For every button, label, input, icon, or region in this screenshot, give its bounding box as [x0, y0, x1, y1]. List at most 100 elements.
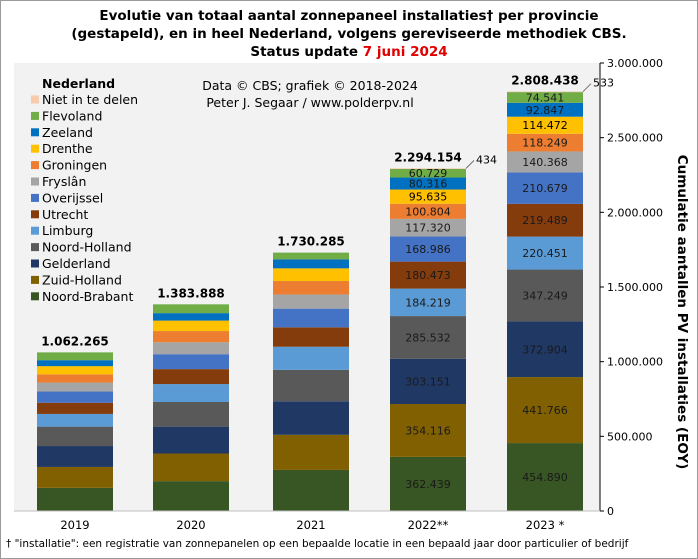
bar-segment-gelderland-4	[507, 321, 583, 378]
bar-segment-zuid-holland-1	[153, 453, 229, 482]
y-tick-label-4: 2.000.000	[607, 206, 663, 219]
leader-line-niet-in-te-delen-4	[582, 83, 592, 92]
legend-label-flevoland: Flevoland	[42, 108, 102, 123]
legend-swatch-zeeland	[31, 128, 39, 137]
bar-segment-zeeland-4	[507, 102, 583, 117]
bar-segment-niet-in-te-delen-3	[390, 168, 466, 170]
x-tick-label-0: 2019	[60, 518, 89, 532]
bar-segment-overijssel-3	[390, 236, 466, 262]
bar-segment-limburg-2	[273, 346, 349, 370]
credit-line-2: Peter J. Segaar / www.polderpv.nl	[206, 95, 413, 110]
legend-swatch-noord-holland	[31, 243, 39, 252]
bar-segment-niet-in-te-delen-4	[507, 91, 583, 93]
y-axis-title: Cumulatie aantallen PV installaties (EOY…	[674, 155, 690, 470]
y-tick-label-0: 0	[607, 505, 614, 518]
bar-segment-flevoland-1	[153, 304, 229, 314]
bar-segment-flevoland-3	[390, 168, 466, 178]
segment-label-frysl-n-3: 117.320	[405, 222, 451, 235]
bar-segment-utrecht-2	[273, 327, 349, 347]
bar-segment-noord-brabant-3	[390, 456, 466, 511]
bar-segment-zeeland-0	[37, 360, 113, 367]
bar-segment-noord-holland-3	[390, 316, 466, 359]
legend-swatch-frysl-n	[31, 177, 39, 186]
segment-label-groningen-3: 100.804	[405, 205, 451, 218]
bar-segment-drenthe-4	[507, 116, 583, 134]
segment-label-groningen-4: 118.249	[522, 137, 568, 150]
bar-segment-drenthe-1	[153, 320, 229, 332]
segment-label-gelderland-3: 303.151	[405, 375, 451, 388]
total-label-2: 1.730.285	[277, 235, 345, 249]
segment-label-drenthe-3: 95.635	[409, 191, 448, 204]
bar-segment-noord-brabant-0	[37, 487, 113, 511]
bar-segment-gelderland-3	[390, 358, 466, 404]
bar-segment-noord-holland-1	[153, 401, 229, 427]
bar-segment-overijssel-2	[273, 308, 349, 328]
segment-label-niet-in-te-delen-3: 434	[476, 153, 497, 166]
y-tick-label-3: 1.500.000	[607, 281, 663, 294]
segment-label-limburg-4: 220.451	[522, 247, 568, 260]
leader-line-niet-in-te-delen-3	[465, 160, 475, 169]
y-tick-label-1: 500.000	[607, 430, 653, 443]
y-axis: 0 500.000 1.000.000 1.500.000 2.000.000 2.500…	[599, 57, 663, 518]
total-label-4: 2.808.438	[511, 74, 579, 88]
x-tick-label-2: 2021	[296, 518, 325, 532]
legend-label-noord-brabant: Noord-Brabant	[42, 289, 133, 304]
legend-title: Nederland	[42, 76, 115, 91]
bar-segment-noord-brabant-1	[153, 481, 229, 511]
bar-segment-noord-holland-4	[507, 269, 583, 322]
segment-label-flevoland-4: 74.541	[526, 91, 565, 104]
bar-segment-zeeland-1	[153, 313, 229, 321]
legend-swatch-groningen	[31, 161, 39, 170]
data-labels-layer: 1.062.265 1.383.888 1.730.285 362.439 354.11…	[41, 74, 614, 491]
segment-label-flevoland-3: 60.729	[409, 167, 448, 180]
legend-label-overijssel: Overijssel	[42, 190, 103, 205]
segment-label-zuid-holland-4: 441.766	[522, 404, 568, 417]
legend-swatch-noord-brabant	[31, 292, 39, 301]
legend-label-utrecht: Utrecht	[42, 207, 88, 222]
segment-label-overijssel-4: 210.679	[522, 182, 568, 195]
x-tick-label-4: 2023 *	[526, 518, 565, 532]
chart-title-line-1: Evolutie van totaal aantal zonnepaneel i…	[99, 8, 599, 24]
bar-segment-frysl-n-3	[390, 218, 466, 237]
legend-label-gelderland: Gelderland	[42, 256, 111, 271]
bar-segment-limburg-3	[390, 288, 466, 317]
total-label-1: 1.383.888	[157, 286, 225, 300]
segment-label-frysl-n-4: 140.368	[522, 156, 568, 169]
legend-label-frysl-n: Fryslân	[42, 174, 86, 189]
bar-segment-frysl-n-0	[37, 382, 113, 392]
footnote: † "installatie": een registratie van zon…	[6, 538, 629, 550]
legend-swatch-overijssel	[31, 193, 39, 202]
bar-segment-zuid-holland-2	[273, 434, 349, 470]
title-status-date: 7 juni 2024	[362, 44, 448, 60]
legend-swatch-flevoland	[31, 111, 39, 120]
bar-segment-limburg-1	[153, 384, 229, 402]
bar-segment-gelderland-0	[37, 446, 113, 467]
y-tick-label-2: 1.000.000	[607, 356, 663, 369]
legend-label-zeeland: Zeeland	[42, 125, 93, 140]
segment-label-noord-holland-4: 347.249	[522, 289, 568, 302]
bar-segment-zeeland-2	[273, 259, 349, 269]
segment-label-overijssel-3: 168.986	[405, 243, 451, 256]
total-label-0: 1.062.265	[41, 334, 109, 348]
legend-label-drenthe: Drenthe	[42, 141, 93, 156]
bar-segment-groningen-4	[507, 133, 583, 152]
segment-label-zeeland-3: 80.316	[409, 178, 448, 191]
segment-label-utrecht-3: 180.473	[405, 269, 451, 282]
bar-segment-gelderland-1	[153, 426, 229, 454]
segment-label-gelderland-4: 372.904	[522, 343, 568, 356]
segment-label-limburg-3: 184.219	[405, 296, 451, 309]
segment-label-noord-brabant-4: 454.890	[522, 471, 568, 484]
legend-label-limburg: Limburg	[42, 223, 93, 238]
bar-segment-noord-holland-0	[37, 426, 113, 447]
bar-segment-zuid-holland-3	[390, 403, 466, 457]
bar-segment-groningen-2	[273, 281, 349, 295]
bar-segment-flevoland-2	[273, 252, 349, 260]
legend-label-niet-in-te-delen: Niet in te delen	[42, 92, 138, 107]
legend-label-zuid-holland: Zuid-Holland	[42, 272, 122, 287]
bars-layer	[37, 91, 583, 511]
legend-swatch-zuid-holland	[31, 275, 39, 284]
legend-label-noord-holland: Noord-Holland	[42, 240, 132, 255]
bar-segment-groningen-1	[153, 331, 229, 343]
bar-segment-overijssel-1	[153, 354, 229, 370]
